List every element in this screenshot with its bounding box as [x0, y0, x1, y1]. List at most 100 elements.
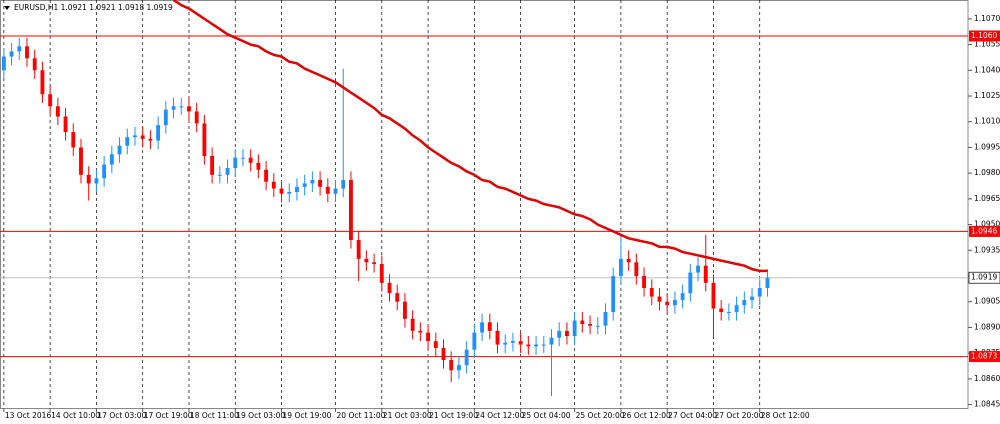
last-price-box [968, 271, 1000, 284]
candle-body [86, 174, 91, 184]
candle-body [379, 264, 384, 283]
candle-body [55, 106, 60, 117]
x-tick-label: 25 Oct 04:00 [522, 411, 571, 420]
candle-body [148, 138, 153, 141]
candle-body [549, 337, 554, 345]
x-tick-label: 28 Oct 12:00 [761, 411, 810, 420]
candle-body [125, 137, 130, 146]
y-tick-label: 1.0890 [974, 322, 1000, 331]
candle-body [495, 330, 500, 345]
moving-average [172, 0, 768, 273]
candle-body [750, 296, 754, 300]
candle-body [248, 157, 253, 163]
candle-body [719, 308, 724, 312]
candle-body [564, 330, 569, 336]
candle-body [9, 51, 14, 57]
candle-body [302, 183, 307, 187]
candle-body [595, 325, 600, 327]
candle-body [372, 262, 377, 264]
candle-body [526, 344, 531, 347]
x-tick-label: 18 Oct 11:00 [190, 411, 239, 420]
candle-body [225, 168, 230, 175]
candle-body [210, 156, 215, 175]
candle-body [711, 282, 716, 309]
chart-title: EURUSD,H1 1.0921 1.0921 1.0918 1.0919 [14, 3, 173, 12]
candle-body [765, 277, 770, 288]
candle-body [410, 318, 415, 331]
y-tick-label: 1.1055 [974, 40, 1000, 49]
candle-body [557, 330, 562, 338]
candle-body [1, 56, 6, 71]
candle-body [672, 300, 677, 306]
candle-body [25, 46, 29, 59]
candle-body [611, 276, 616, 312]
candle-body [580, 320, 585, 324]
y-tick-label: 1.0980 [974, 168, 1000, 177]
candle-body [71, 132, 76, 148]
candle-body [487, 322, 492, 331]
candle-body [626, 258, 631, 263]
candle-body [634, 262, 639, 276]
candle-body [295, 186, 299, 192]
level-label: 1.0873 [971, 352, 997, 361]
x-tick-label: 21 Oct 19:00 [429, 411, 478, 420]
candle-body [341, 180, 346, 189]
candle-body [603, 312, 608, 326]
candle-body [63, 116, 68, 132]
x-tick-label: 19 Oct 19:00 [283, 411, 332, 420]
candle-body [325, 186, 330, 194]
x-tick-label: 24 Oct 12:00 [475, 411, 524, 420]
x-tick-label: 26 Oct 12:00 [622, 411, 671, 420]
candle-body [618, 258, 623, 276]
y-tick-label: 1.1070 [974, 14, 1000, 23]
candle-body [387, 282, 392, 294]
candle-body [32, 58, 37, 71]
candle-body [271, 181, 276, 189]
candle-body [449, 360, 454, 371]
y-tick-label: 1.0845 [974, 400, 1000, 409]
level-label: 1.0946 [971, 226, 997, 235]
y-tick-label: 1.0860 [974, 374, 1000, 383]
candle-body [171, 106, 176, 110]
candle-body [588, 324, 592, 326]
candle-body [79, 147, 83, 175]
y-tick-label: 1.1025 [974, 91, 1000, 100]
candle-body [202, 123, 207, 156]
level-label-box [969, 30, 1000, 42]
candle-body [48, 94, 53, 107]
candle-body [256, 162, 261, 170]
candle-body [395, 293, 400, 302]
candle-body [541, 344, 546, 346]
x-tick-label: 21 Oct 03:00 [383, 411, 432, 420]
candle-body [734, 305, 739, 312]
candle-body [194, 111, 199, 124]
candle-body [349, 180, 353, 240]
candle-body [117, 145, 122, 155]
candle-body [310, 180, 315, 184]
candle-body [163, 109, 168, 126]
level-label-box [969, 225, 1000, 237]
candle-body [426, 332, 431, 342]
candle-body [418, 330, 423, 333]
x-tick-label: 14 Oct 10:00 [51, 411, 100, 420]
candle-body [264, 169, 269, 182]
candle-body [94, 178, 99, 184]
candle-body [187, 106, 191, 112]
level-label: 1.1060 [971, 31, 997, 40]
candle-body [356, 240, 361, 259]
candle-body [534, 344, 538, 347]
x-tick-label: 17 Oct 03:00 [97, 411, 146, 420]
candle-body [441, 348, 446, 360]
y-tick-label: 1.0965 [974, 194, 1000, 203]
candle-body [503, 342, 508, 345]
candle-body [480, 322, 484, 333]
candle-body [518, 341, 523, 345]
menu-arrow[interactable] [4, 6, 10, 10]
candle-body [696, 265, 700, 273]
candle-body [472, 332, 477, 350]
candle-body [464, 349, 469, 366]
candle-body [757, 288, 762, 297]
candle-body [703, 265, 708, 283]
y-tick-label: 1.1010 [974, 117, 1000, 126]
plot-frame [0, 0, 969, 409]
